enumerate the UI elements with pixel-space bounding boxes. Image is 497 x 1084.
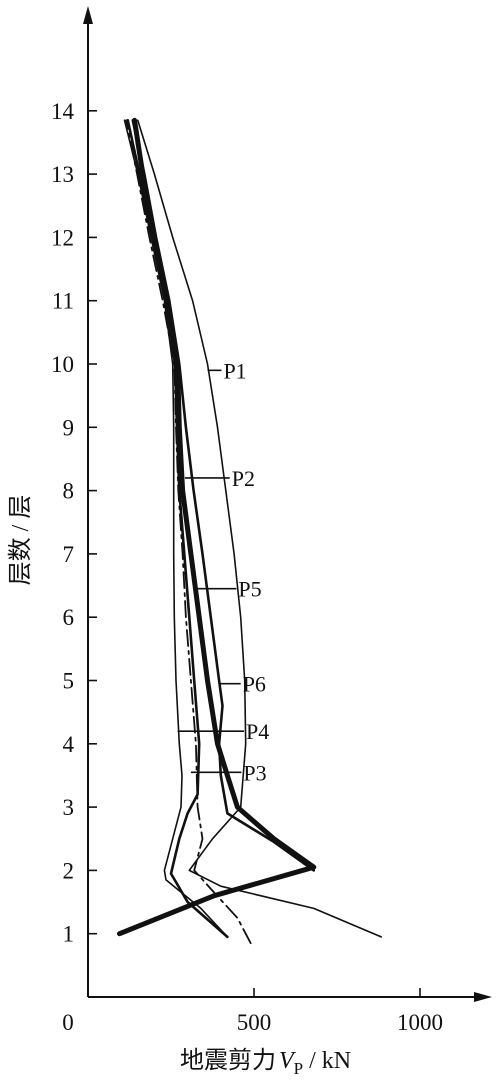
origin-label: 0 [62,1010,74,1035]
y-tick-label: 12 [51,225,74,250]
series-line-p2 [117,117,317,937]
y-tick-label: 7 [63,542,75,567]
y-tick-label: 10 [51,352,74,377]
x-axis-title-unit: / kN [303,1048,351,1074]
y-tick-label: 8 [63,479,75,504]
y-tick-label: 11 [52,289,74,314]
x-axis-arrow [474,992,492,1002]
series-label-p3: P3 [243,760,266,785]
series-label-p2: P2 [232,466,255,491]
x-axis-title: 地震剪力 VP / kN [180,1047,351,1078]
y-tick-label: 13 [51,162,74,187]
y-tick-label: 3 [63,795,75,820]
y-tick-label: 1 [63,922,75,947]
y-tick-label: 2 [63,858,75,883]
series-line-p5 [126,119,229,939]
x-axis-title-symbol: V [279,1048,296,1074]
x-tick-label: 1000 [397,1010,443,1035]
y-tick-label: 4 [63,732,75,757]
series-line-p1 [137,119,382,938]
x-axis-title-prefix: 地震剪力 [180,1047,276,1074]
y-axis-title: 层数 / 层 [7,495,34,586]
series-lines [117,117,382,945]
series-line-p3 [125,119,252,945]
y-axis-arrow [83,6,93,24]
series-label-p4: P4 [246,719,269,744]
y-tick-label: 6 [63,605,75,630]
tick-marks [88,110,421,997]
axes [83,6,492,1002]
y-tick-label: 14 [51,99,75,124]
y-tick-label: 5 [63,669,75,694]
x-axis-title-subscript: P [294,1059,303,1078]
label-leader-lines [177,369,245,774]
series-label-p6: P6 [243,672,266,697]
series-label-p1: P1 [223,358,246,383]
y-tick-label: 9 [63,415,75,440]
x-tick-label: 500 [237,1010,272,1035]
series-line-p4 [123,119,229,938]
series-label-p5: P5 [238,577,261,602]
series-line-p6 [131,119,316,872]
